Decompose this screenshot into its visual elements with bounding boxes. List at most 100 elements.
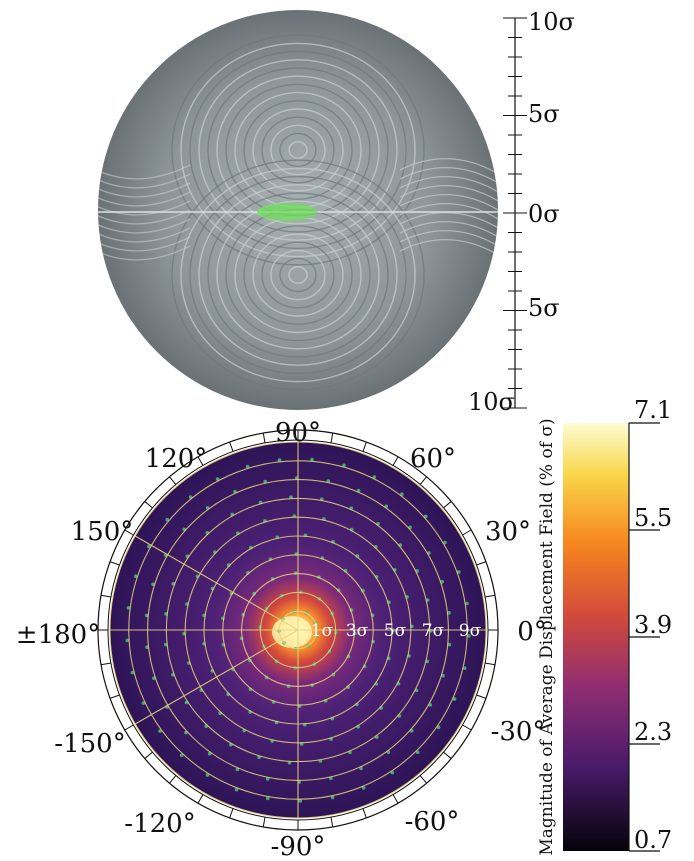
scale-tick-label-bottom: 10σ xyxy=(468,388,515,416)
side-streak xyxy=(399,184,498,203)
spoke-150 xyxy=(134,535,299,631)
colorbar xyxy=(563,422,660,852)
angle-label-neg150: -150° xyxy=(54,729,125,759)
ring-label-3: 3σ xyxy=(346,621,369,641)
side-streak xyxy=(98,200,191,216)
streamline xyxy=(243,100,353,200)
displacement-arrow xyxy=(443,540,447,545)
displacement-arrow xyxy=(467,634,471,638)
displacement-arrow xyxy=(145,645,149,649)
angle-tick xyxy=(262,817,266,828)
angle-tick xyxy=(462,529,472,536)
angle-tick xyxy=(169,476,177,485)
angle-label-neg120: -120° xyxy=(124,809,195,839)
scale-tick-label-upper: 5σ xyxy=(528,100,560,128)
ring-label-7: 7σ xyxy=(422,621,445,641)
side-streak xyxy=(399,157,498,176)
angle-tick xyxy=(169,775,177,784)
colorbar-gradient xyxy=(563,423,629,851)
angle-tick xyxy=(476,694,487,699)
angle-tick xyxy=(443,501,452,509)
streamline xyxy=(180,167,416,383)
streamline xyxy=(198,59,398,241)
displacement-arrow xyxy=(465,601,469,606)
angle-tick xyxy=(392,794,399,804)
displacement-arrow xyxy=(130,670,135,675)
angle-tick xyxy=(362,441,367,452)
side-streak xyxy=(399,175,498,194)
side-streak xyxy=(98,209,191,225)
side-streak xyxy=(98,236,191,252)
displacement-arrow xyxy=(372,475,377,479)
displacement-arrow xyxy=(277,458,282,462)
displacement-arrow xyxy=(447,611,451,615)
angle-tick xyxy=(262,432,266,443)
angle-tick xyxy=(229,808,234,819)
angle-tick xyxy=(330,817,334,828)
angle-tick xyxy=(109,561,120,566)
streamline xyxy=(189,175,407,375)
angle-label-120: 120° xyxy=(145,444,208,474)
side-streak xyxy=(399,238,498,257)
scale-tick-label-center: 0σ xyxy=(528,200,560,228)
angle-label-neg30: -30° xyxy=(491,717,546,747)
streamline xyxy=(279,132,317,168)
angle-label-90: 90° xyxy=(275,418,321,448)
angle-tick xyxy=(100,594,111,598)
streamline xyxy=(180,42,416,258)
angle-tick xyxy=(443,751,452,759)
displacement-arrow xyxy=(215,477,220,481)
streamline xyxy=(261,241,335,309)
streamline xyxy=(171,34,425,266)
angle-label-150: 150° xyxy=(71,517,134,547)
streamline xyxy=(270,249,326,301)
angle-tick xyxy=(197,794,204,804)
side-streak xyxy=(98,173,191,189)
angle-label-30: 30° xyxy=(485,517,531,547)
angle-label-60: 60° xyxy=(410,444,456,474)
streamline xyxy=(261,116,335,184)
side-streak xyxy=(399,202,498,221)
side-streak xyxy=(98,245,191,261)
angle-tick xyxy=(144,501,153,509)
displacement-arrow xyxy=(447,642,452,647)
angle-tick xyxy=(124,529,134,536)
angle-label-180: ±180° xyxy=(16,620,100,650)
displacement-arrow xyxy=(298,799,303,803)
angle-label-neg60: -60° xyxy=(405,807,460,837)
streamline xyxy=(171,159,425,391)
displacement-arrow xyxy=(146,544,151,549)
vertical-scale xyxy=(503,17,527,409)
colorbar-title: Magnitude of Average Displacement Field … xyxy=(537,418,557,855)
side-streak xyxy=(399,220,498,239)
polar-plot xyxy=(97,429,499,831)
displacement-arrow xyxy=(361,786,366,790)
streamline xyxy=(252,233,344,317)
displacement-arrow xyxy=(462,666,467,670)
streamline xyxy=(189,50,407,250)
displacement-arrow xyxy=(336,588,341,592)
green-displacement-core xyxy=(257,203,317,221)
spoke-210 xyxy=(134,629,299,725)
displacement-arrow xyxy=(342,463,346,468)
side-streak xyxy=(98,164,191,180)
displacement-arrow xyxy=(205,773,210,777)
displacement-arrow xyxy=(266,796,270,801)
streamline xyxy=(198,184,398,366)
angle-tick xyxy=(485,662,496,666)
angle-tick xyxy=(229,441,234,452)
streamline xyxy=(270,124,326,176)
side-streak xyxy=(399,193,498,212)
side-streak xyxy=(98,191,191,207)
displacement-arrow xyxy=(125,638,130,643)
displacement-arrow xyxy=(457,570,461,574)
side-streak xyxy=(98,227,191,243)
side-streak xyxy=(399,229,498,248)
colorbar-tick-label-2-3: 2.3 xyxy=(634,718,672,746)
streamline xyxy=(216,75,380,225)
angle-tick xyxy=(362,808,367,819)
displacement-arrow xyxy=(234,787,239,792)
colorbar-tick-label-min: 0.7 xyxy=(634,826,672,854)
streamline xyxy=(279,257,317,293)
